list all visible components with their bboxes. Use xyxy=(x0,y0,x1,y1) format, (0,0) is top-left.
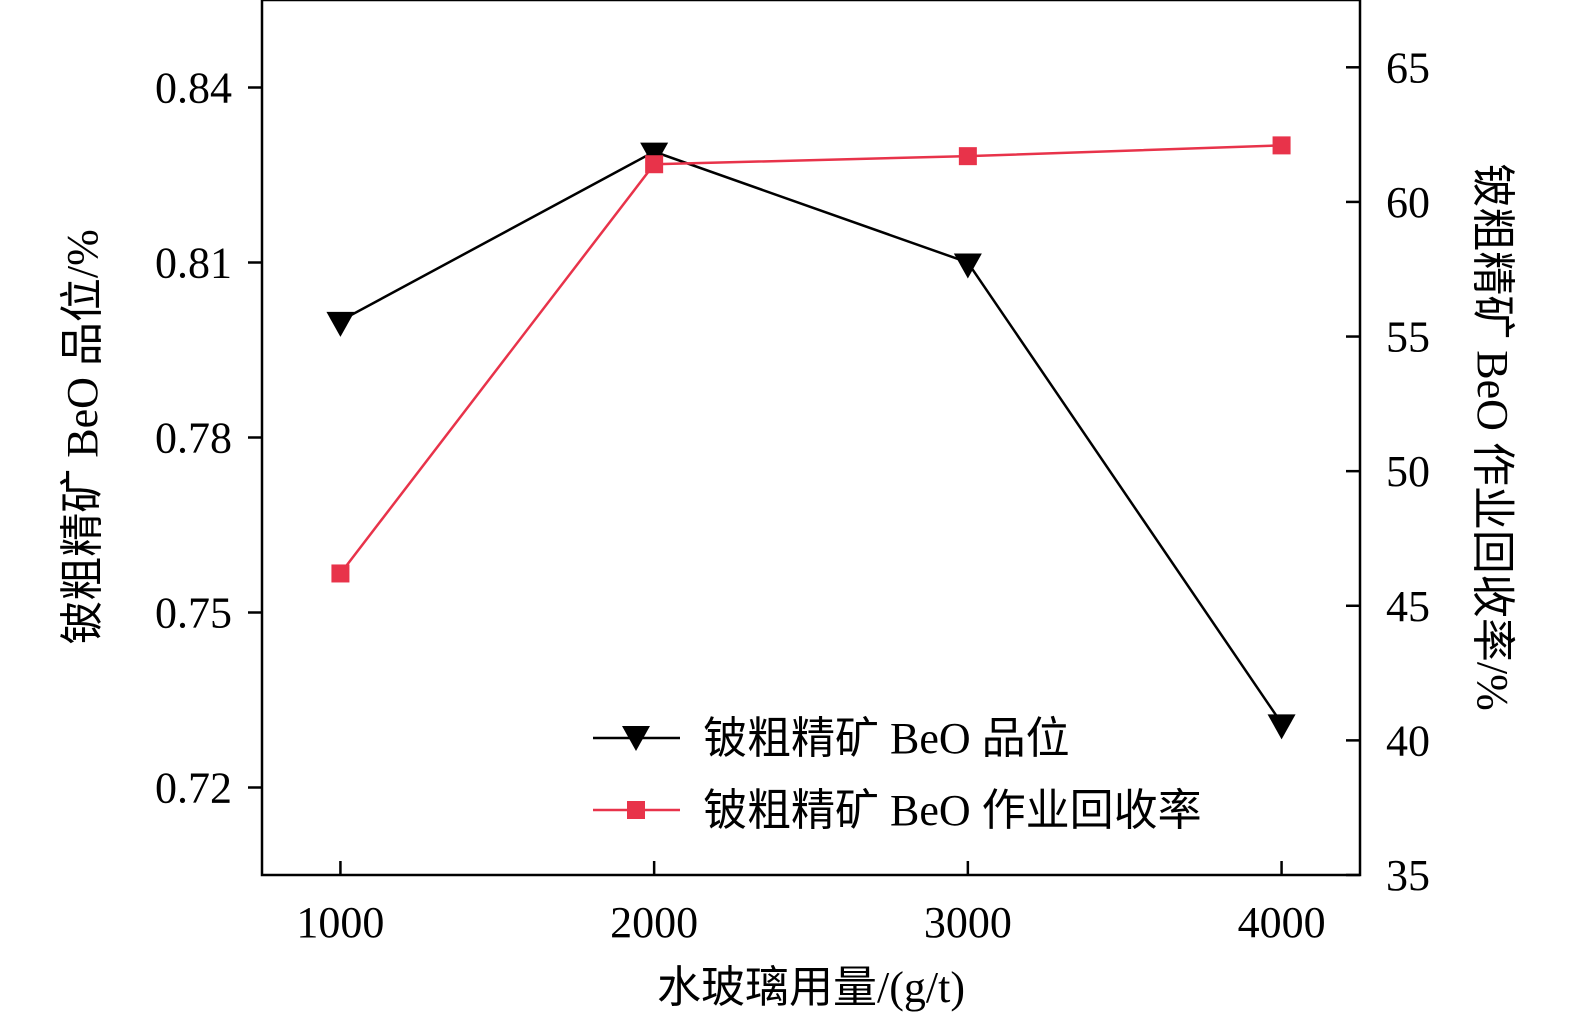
right-tick-label: 35 xyxy=(1386,851,1430,900)
bottom-tick-label: 4000 xyxy=(1238,898,1326,947)
bottom-tick-label: 3000 xyxy=(924,898,1012,947)
right-axis-ticks: 35 40 45 50 55 60 65 xyxy=(1346,43,1430,900)
bottom-axis-ticks: 1000 2000 3000 4000 xyxy=(296,861,1326,947)
data-point-triangle xyxy=(640,142,669,168)
legend: 铍粗精矿 BeO 品位 铍粗精矿 BeO 作业回收率 xyxy=(593,714,1202,835)
left-tick-label: 0.81 xyxy=(155,239,232,288)
series-line-1 xyxy=(339,144,1282,575)
legend-marker-grade xyxy=(622,726,650,751)
left-tick-label: 0.75 xyxy=(155,589,232,638)
bottom-tick-label: 2000 xyxy=(610,898,698,947)
left-tick-label: 0.78 xyxy=(155,414,232,463)
right-tick-label: 50 xyxy=(1386,447,1430,496)
left-y-axis-title: 铍粗精矿 BeO 品位/% xyxy=(58,229,107,645)
right-tick-label: 65 xyxy=(1386,43,1430,92)
left-tick-label: 0.72 xyxy=(155,764,232,813)
x-axis-title: 水玻璃用量/(g/t) xyxy=(657,963,965,1012)
legend-marker-recovery xyxy=(627,801,645,819)
legend-label-grade: 铍粗精矿 BeO 品位 xyxy=(703,714,1070,763)
data-point-triangle xyxy=(1267,714,1296,740)
data-point-square xyxy=(331,564,350,583)
data-point-triangle xyxy=(326,311,355,337)
data-point-square xyxy=(1272,136,1291,155)
series-line-0 xyxy=(339,150,1283,725)
right-tick-label: 45 xyxy=(1386,582,1430,631)
left-tick-label: 0.84 xyxy=(155,64,232,113)
right-tick-label: 60 xyxy=(1386,178,1430,227)
right-tick-label: 55 xyxy=(1386,313,1430,362)
right-y-axis-title: 铍粗精矿 BeO 作业回收率/% xyxy=(1468,163,1517,711)
legend-label-recovery: 铍粗精矿 BeO 作业回收率 xyxy=(703,786,1202,835)
data-point-square xyxy=(645,155,664,174)
right-tick-label: 40 xyxy=(1386,716,1430,765)
series-layer xyxy=(326,136,1296,740)
bottom-tick-label: 1000 xyxy=(296,898,384,947)
data-point-triangle xyxy=(953,253,982,279)
data-point-square xyxy=(958,147,977,166)
left-axis-ticks: 0.72 0.75 0.78 0.81 0.84 xyxy=(155,64,262,813)
